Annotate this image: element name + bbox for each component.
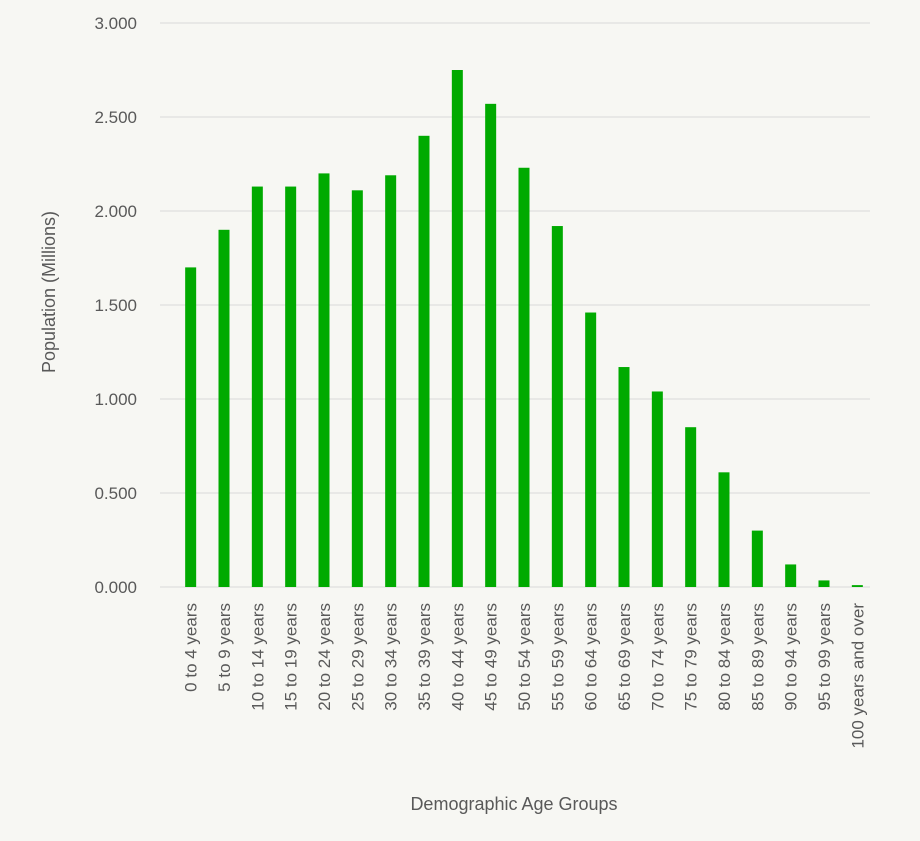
x-tick-label: 30 to 34 years (382, 603, 401, 711)
bar (318, 173, 330, 587)
bar (618, 367, 630, 587)
bar (485, 103, 497, 587)
bar (385, 175, 397, 587)
x-tick-label: 45 to 49 years (482, 603, 501, 711)
bar (251, 186, 263, 587)
x-tick-label: 90 to 94 years (782, 603, 801, 711)
x-tick-label: 85 to 89 years (748, 603, 767, 711)
y-tick-label: 2.500 (94, 108, 137, 127)
y-tick-label: 1.500 (94, 296, 137, 315)
y-tick-label: 1.000 (94, 390, 137, 409)
bar (751, 530, 763, 587)
bar (818, 580, 830, 587)
x-tick-label: 75 to 79 years (682, 603, 701, 711)
x-tick-label: 20 to 24 years (315, 603, 334, 711)
x-tick-label: 100 years and over (848, 603, 867, 749)
x-tick-label: 40 to 44 years (448, 603, 467, 711)
x-axis-tick-labels: 0 to 4 years 5 to 9 years 10 to 14 years 15… (182, 603, 868, 749)
x-tick-label: 80 to 84 years (715, 603, 734, 711)
y-tick-label: 0.500 (94, 484, 137, 503)
x-tick-label: 0 to 4 years (182, 603, 201, 692)
x-tick-label: 55 to 59 years (548, 603, 567, 711)
bar (451, 70, 463, 587)
x-tick-label: 15 to 19 years (282, 603, 301, 711)
bar (685, 427, 697, 587)
y-axis-tick-labels: 0.000 0.500 1.000 1.500 2.000 2.500 3.000 (94, 14, 137, 597)
x-tick-label: 95 to 99 years (815, 603, 834, 711)
x-tick-label: 10 to 14 years (248, 603, 267, 711)
x-tick-label: 25 to 29 years (348, 603, 367, 711)
bar (351, 190, 363, 587)
bar (585, 312, 597, 587)
bar (518, 167, 530, 587)
bar (718, 472, 730, 587)
y-tick-label: 2.000 (94, 202, 137, 221)
bar (418, 135, 430, 588)
y-axis-title: Population (Millions) (39, 211, 59, 373)
bar (185, 267, 197, 587)
bars (185, 70, 863, 588)
bar (785, 564, 797, 587)
y-tick-label: 0.000 (94, 578, 137, 597)
x-axis-title: Demographic Age Groups (410, 794, 617, 814)
x-tick-label: 35 to 39 years (415, 603, 434, 711)
bar (851, 585, 863, 587)
y-tick-label: 3.000 (94, 14, 137, 33)
x-tick-label: 70 to 74 years (648, 603, 667, 711)
bar (218, 229, 230, 588)
x-tick-label: 50 to 54 years (515, 603, 534, 711)
gridlines (160, 22, 870, 588)
x-tick-label: 5 to 9 years (215, 603, 234, 692)
bar (285, 186, 297, 587)
x-tick-label: 65 to 69 years (615, 603, 634, 711)
x-tick-label: 60 to 64 years (582, 603, 601, 711)
bar (551, 226, 563, 588)
bar (651, 391, 663, 587)
